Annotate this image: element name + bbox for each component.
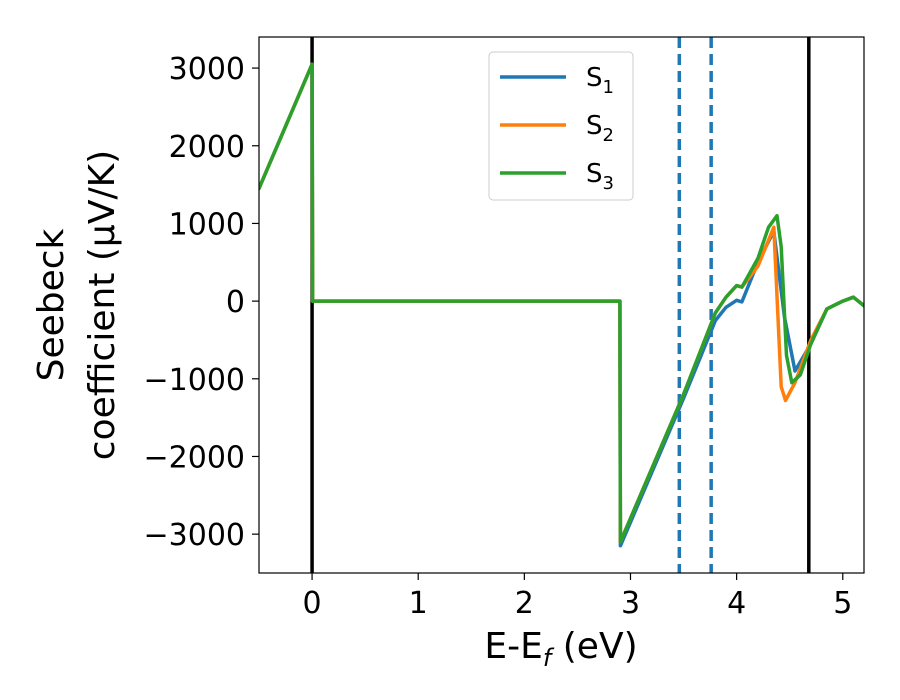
y-axis-title-line1: Seebeck [31, 228, 72, 381]
y-axis-title-line2: coefficient (μV/K) [82, 150, 123, 460]
series-line-s3 [259, 62, 864, 544]
y-tick-label: 0 [226, 285, 245, 320]
plot-frame [258, 36, 865, 574]
legend-label-s1: S1 [586, 63, 614, 98]
x-axis-title: E-Ef (eV) [484, 626, 637, 672]
legend-label-s3: S3 [586, 159, 614, 194]
y-tick-label: −1000 [144, 363, 245, 398]
y-tick-label: −2000 [144, 440, 245, 475]
legend-label-s2: S2 [586, 111, 614, 146]
x-tick-label: 3 [621, 586, 640, 621]
y-tick-label: 1000 [169, 207, 245, 242]
y-tick-label: 2000 [169, 130, 245, 165]
y-tick-label: 3000 [169, 52, 245, 87]
x-axis-title-rest: (eV) [551, 626, 637, 667]
x-tick-label: 1 [409, 586, 428, 621]
x-tick-label: 0 [303, 586, 322, 621]
x-tick-label: 4 [727, 586, 746, 621]
y-tick-label: −3000 [144, 518, 245, 553]
x-tick-label: 5 [833, 586, 852, 621]
x-tick-label: 2 [515, 586, 534, 621]
x-axis-title-base: E-E [484, 626, 542, 667]
legend: S1 S2 S3 [488, 51, 634, 201]
